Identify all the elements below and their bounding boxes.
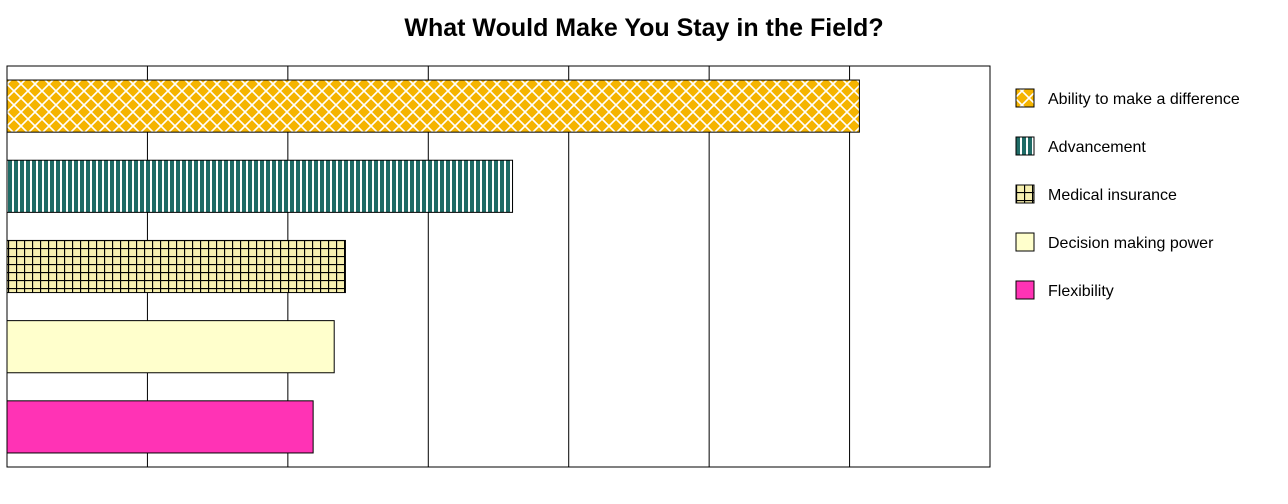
bar (6, 159, 514, 213)
legend-label: Medical insurance (1048, 187, 1177, 204)
bar (6, 239, 346, 294)
bar (6, 320, 335, 374)
legend-swatch (1015, 232, 1035, 252)
legend-label: Advancement (1048, 139, 1146, 156)
legend-swatch (1015, 88, 1035, 108)
legend-label: Ability to make a difference (1048, 91, 1240, 108)
bar (6, 79, 860, 133)
legend-swatch (1015, 280, 1035, 300)
legend-label: Decision making power (1048, 235, 1214, 252)
bar (6, 400, 314, 454)
legend-swatch (1015, 184, 1035, 204)
gridlines (146, 66, 851, 467)
legend: Ability to make a difference Advancement M… (1015, 88, 1240, 300)
bars (6, 79, 860, 454)
chart-title: What Would Make You Stay in the Field? (404, 14, 883, 42)
legend-swatch (1015, 136, 1035, 156)
legend-label: Flexibility (1048, 283, 1114, 300)
